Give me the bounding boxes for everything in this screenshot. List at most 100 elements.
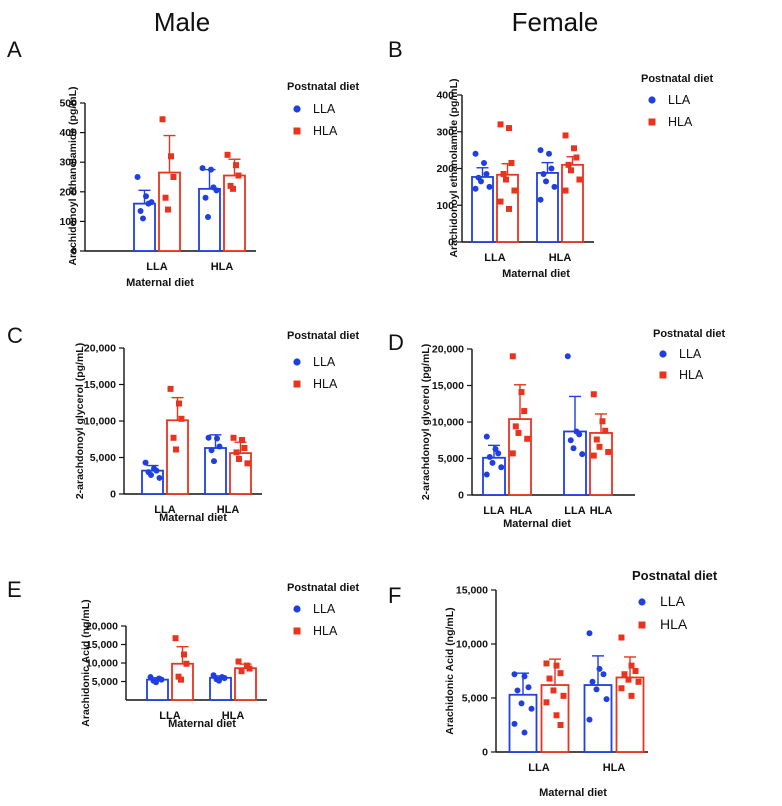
category-label: LLA (159, 710, 180, 722)
legend-title: Postnatal diet (632, 568, 718, 583)
legend-marker-lla (293, 605, 301, 613)
x-axis-title: Maternal diet (126, 277, 194, 289)
data-point-lla (489, 459, 496, 466)
data-point-hla (573, 154, 580, 161)
y-tick-label: 400 (436, 90, 454, 102)
y-tick-label: 20,000 (84, 343, 116, 355)
data-point-lla (143, 193, 149, 200)
x-axis-title: Maternal diet (502, 268, 570, 280)
data-point-lla (567, 437, 574, 444)
y-tick-label: 200 (436, 163, 454, 175)
category-label: HLA (549, 252, 572, 264)
bar-hla (166, 419, 189, 495)
data-point-hla (238, 668, 245, 675)
y-tick-label: 0 (71, 246, 77, 258)
data-point-hla (230, 185, 236, 192)
data-point-lla (202, 194, 209, 201)
y-tick-label: 300 (436, 126, 454, 138)
data-point-hla (170, 174, 177, 180)
data-point-lla (540, 171, 547, 178)
data-point-hla (553, 662, 560, 669)
legend-marker-lla (638, 598, 646, 606)
y-axis-title: Arachidonic Acid (ng/mL) (444, 607, 456, 734)
data-point-hla (503, 176, 509, 183)
data-point-lla (486, 454, 493, 461)
data-point-lla (586, 716, 593, 723)
data-point-lla (221, 675, 228, 682)
y-tick-label: 500 (59, 98, 77, 110)
data-point-lla (205, 213, 211, 220)
data-point-lla (586, 630, 593, 637)
data-point-lla (593, 686, 600, 693)
panel-letter: F (388, 583, 401, 608)
category-label: LLA (528, 762, 549, 774)
legend-label-hla: HLA (660, 616, 688, 632)
y-tick-label: 10,000 (456, 639, 488, 651)
legend-label-hla: HLA (313, 624, 338, 638)
legend: Postnatal diet LLA HLA (287, 81, 359, 138)
data-point-lla (511, 720, 518, 727)
data-point-hla (628, 662, 635, 669)
panel-letter: E (7, 577, 22, 602)
data-point-lla (492, 446, 499, 453)
data-point-hla (543, 699, 550, 706)
data-point-hla (524, 435, 531, 442)
data-point-lla (511, 671, 518, 678)
y-tick-label: 200 (59, 186, 77, 198)
data-point-hla (550, 687, 557, 694)
data-point-hla (618, 685, 625, 692)
legend-label-lla: LLA (679, 347, 702, 361)
data-point-hla (509, 450, 516, 457)
data-point-lla (576, 431, 583, 438)
x-axis-title: Maternal diet (503, 518, 571, 530)
data-point-hla (593, 436, 600, 443)
legend-label-hla: HLA (668, 115, 693, 129)
y-tick-label: 5,000 (90, 452, 116, 464)
data-point-hla (230, 434, 237, 441)
data-point-hla (590, 452, 597, 459)
data-point-lla (543, 178, 549, 185)
data-point-lla (140, 215, 146, 222)
data-point-hla (557, 670, 564, 677)
legend-marker-hla (293, 627, 301, 635)
bar-lla (563, 430, 587, 496)
legend-title: Postnatal diet (653, 328, 725, 340)
data-point-lla (216, 443, 223, 450)
data-point-lla (137, 208, 144, 215)
data-point-lla (603, 696, 610, 703)
data-point-hla (172, 635, 179, 642)
legend-marker-hla (648, 118, 656, 126)
legend-title: Postnatal diet (287, 582, 359, 594)
data-point-lla (521, 673, 528, 680)
y-tick-label: 0 (110, 489, 116, 501)
data-point-hla (546, 675, 553, 682)
data-point-hla (625, 676, 632, 683)
data-point-hla (235, 658, 242, 665)
data-point-hla (173, 446, 179, 453)
legend: Postnatal diet LLA HLA (653, 328, 725, 382)
data-point-lla (537, 147, 544, 154)
legend-label-lla: LLA (313, 102, 336, 116)
x-axis-title: Maternal diet (539, 787, 607, 799)
y-tick-label: 10,000 (86, 658, 118, 670)
y-tick-label: 20,000 (432, 344, 464, 356)
data-point-lla (205, 434, 212, 441)
data-point-hla (244, 460, 251, 467)
y-axis-title: 2-arachdonoyl glycerol (pg/mL) (420, 344, 432, 500)
data-point-lla (600, 671, 607, 678)
y-axis-title: Arachidonic Acid (ng/mL) (80, 599, 92, 726)
data-point-lla (199, 165, 206, 172)
legend: Postnatal diet LLA HLA (641, 73, 713, 129)
y-tick-label: 20,000 (86, 621, 118, 633)
legend: Postnatal diet LLA HLA (632, 568, 718, 632)
data-point-lla (514, 687, 521, 694)
panel-a: A 0 100 200 300 400 500 LLA HLA Maternal diet Arac… (7, 37, 359, 289)
data-point-lla (134, 174, 141, 180)
legend-title: Postnatal diet (287, 330, 359, 342)
bar-hla (234, 667, 257, 701)
legend-marker-lla (293, 358, 301, 366)
data-point-lla (142, 459, 149, 466)
y-tick-label: 10,000 (432, 417, 464, 429)
